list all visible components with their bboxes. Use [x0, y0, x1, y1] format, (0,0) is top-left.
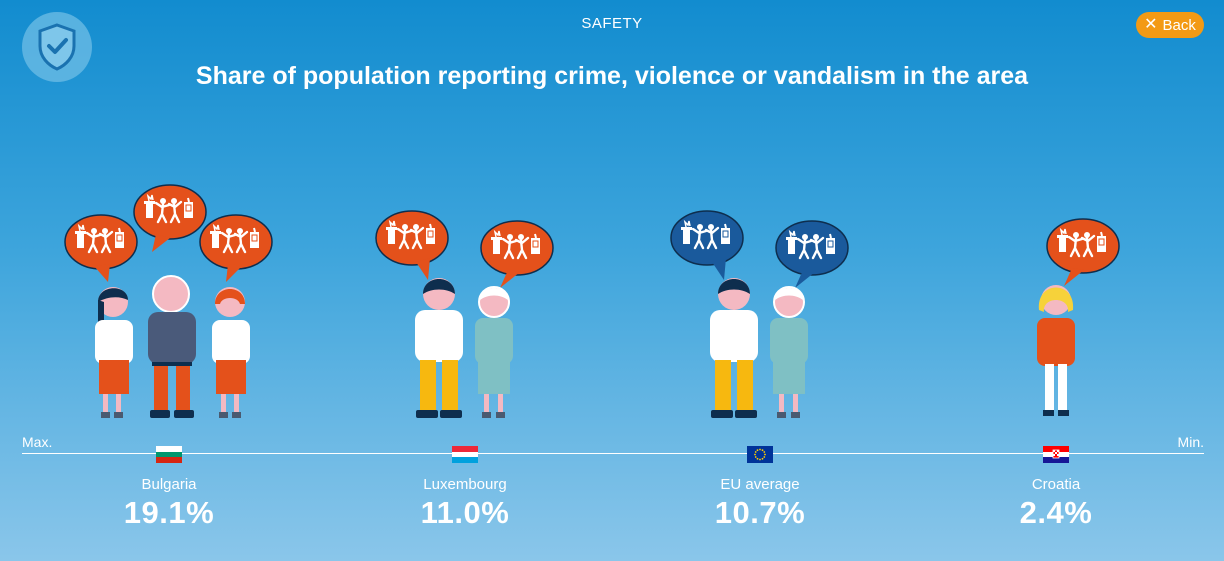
- close-icon: ✕: [1144, 16, 1158, 33]
- percentage-value: 11.0%: [420, 495, 510, 530]
- bulgaria-figures: [64, 184, 273, 418]
- speech-bubble: [199, 214, 273, 282]
- speech-bubble: [480, 220, 554, 288]
- speech-bubble: [133, 184, 207, 252]
- speech-bubble: [1046, 218, 1120, 286]
- percentage-value: 2.4%: [1019, 495, 1093, 530]
- entry-luxembourg: Luxembourg 11.0%: [365, 446, 565, 531]
- bulgaria-flag: [156, 446, 182, 463]
- percentage-value: 19.1%: [123, 495, 215, 530]
- eu-flag: [747, 446, 773, 463]
- country-name: Bulgaria: [141, 476, 197, 493]
- section-label: SAFETY: [581, 15, 643, 32]
- croatia-figures: [1037, 218, 1120, 416]
- country-name: EU average: [720, 476, 800, 493]
- country-name: Luxembourg: [423, 476, 507, 493]
- entry-croatia: Croatia 2.4%: [956, 446, 1156, 531]
- back-button[interactable]: ✕ Back: [1136, 12, 1204, 38]
- speech-bubble: [375, 210, 449, 280]
- luxembourg-figures: [375, 210, 554, 418]
- eu-average-figures: [670, 210, 849, 418]
- scale-min-label: Min.: [1177, 434, 1204, 450]
- percentage-value: 10.7%: [714, 495, 806, 530]
- back-label: Back: [1162, 16, 1196, 34]
- luxembourg-flag: [452, 446, 478, 463]
- entry-bulgaria: Bulgaria 19.1%: [69, 446, 269, 531]
- speech-bubble: [775, 220, 849, 288]
- shield-check-icon: [22, 12, 92, 82]
- scale-line: [22, 453, 1204, 454]
- speech-bubble: [64, 214, 138, 282]
- country-name: Croatia: [1031, 476, 1081, 493]
- entry-eu-average: EU average 10.7%: [660, 446, 860, 531]
- speech-bubble: [670, 210, 744, 280]
- croatia-flag: [1043, 446, 1069, 463]
- scale-max-label: Max.: [22, 434, 53, 450]
- page-title: Share of population reporting crime, vio…: [195, 62, 1029, 90]
